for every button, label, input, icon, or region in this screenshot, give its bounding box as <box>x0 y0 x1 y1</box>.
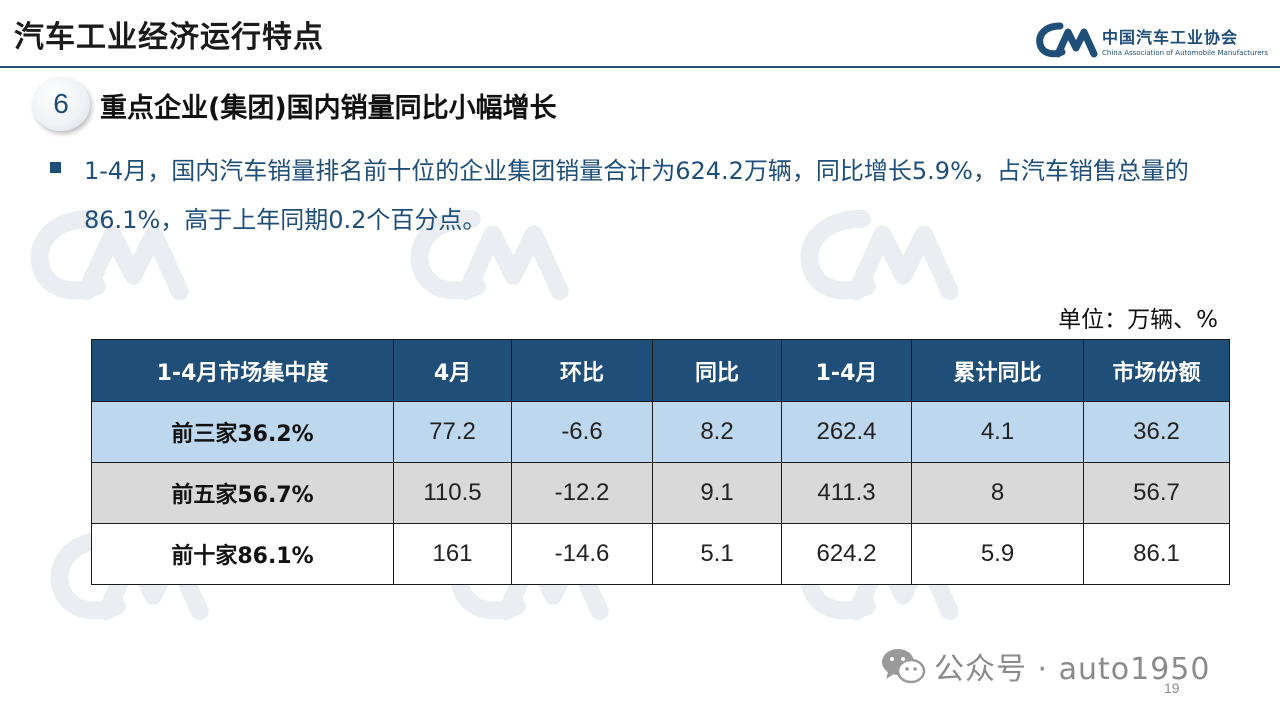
table-cell: -12.2 <box>511 462 653 524</box>
row-label: 前十家86.1% <box>91 523 394 585</box>
page-number: 19 <box>1164 680 1180 696</box>
page-title: 汽车工业经济运行特点 <box>14 20 324 55</box>
table-cell: 8 <box>911 462 1084 524</box>
section-title: 重点企业(集团)国内销量同比小幅增长 <box>100 93 557 124</box>
table-cell: 110.5 <box>393 462 512 524</box>
table-cell: 624.2 <box>781 523 912 585</box>
table-cell: 411.3 <box>781 462 912 524</box>
wechat-account-tag: 公众号 · auto1950 <box>880 644 1210 688</box>
table-cell: 86.1 <box>1083 523 1230 585</box>
column-header: 累计同比 <box>911 339 1084 402</box>
table-cell: 77.2 <box>393 401 512 463</box>
table-cell: -6.6 <box>511 401 653 463</box>
column-header: 同比 <box>652 339 782 402</box>
section-number: 6 <box>53 88 69 119</box>
unit-label: 单位：万辆、% <box>1058 307 1218 333</box>
caam-logo: 中国汽车工业协会 China Association of Automobile… <box>1036 20 1268 60</box>
table-row: 前十家86.1% 161 -14.6 5.1 624.2 5.9 86.1 <box>91 523 1230 585</box>
table-cell: 4.1 <box>911 401 1084 463</box>
bullet-paragraph: 1-4月，国内汽车销量排名前十位的企业集团销量合计为624.2万辆，同比增长5.… <box>84 157 1189 234</box>
bullet-square-icon <box>50 162 61 173</box>
table-cell: 36.2 <box>1083 401 1230 463</box>
section-number-badge: 6 <box>32 77 90 131</box>
column-header: 市场份额 <box>1083 339 1230 402</box>
caam-logo-icon <box>1036 22 1098 58</box>
table-cell: -14.6 <box>511 523 653 585</box>
table-cell: 262.4 <box>781 401 912 463</box>
table-cell: 5.9 <box>911 523 1084 585</box>
column-header: 4月 <box>393 339 512 402</box>
table-cell: 5.1 <box>652 523 782 585</box>
column-header: 环比 <box>511 339 653 402</box>
wechat-icon <box>882 649 926 684</box>
table-row: 前三家36.2% 77.2 -6.6 8.2 262.4 4.1 36.2 <box>91 401 1230 463</box>
concentration-table: 1-4月市场集中度 4月 环比 同比 1-4月 累计同比 市场份额 前三家36.… <box>91 339 1230 585</box>
logo-name-en: China Association of Automobile Manufact… <box>1102 48 1269 57</box>
table-cell: 56.7 <box>1083 462 1230 524</box>
column-header: 1-4月 <box>781 339 912 402</box>
logo-name-cn: 中国汽车工业协会 <box>1102 27 1239 47</box>
header-divider <box>0 66 1280 68</box>
table-row: 前五家56.7% 110.5 -12.2 9.1 411.3 8 56.7 <box>91 462 1230 524</box>
table-cell: 8.2 <box>652 401 782 463</box>
wechat-account-name: 公众号 · auto1950 <box>934 652 1211 687</box>
table-header-row: 1-4月市场集中度 4月 环比 同比 1-4月 累计同比 市场份额 <box>91 339 1230 402</box>
column-header: 1-4月市场集中度 <box>91 339 394 402</box>
row-label: 前五家56.7% <box>91 462 394 524</box>
table-cell: 9.1 <box>652 462 782 524</box>
row-label: 前三家36.2% <box>91 401 394 463</box>
table-cell: 161 <box>393 523 512 585</box>
